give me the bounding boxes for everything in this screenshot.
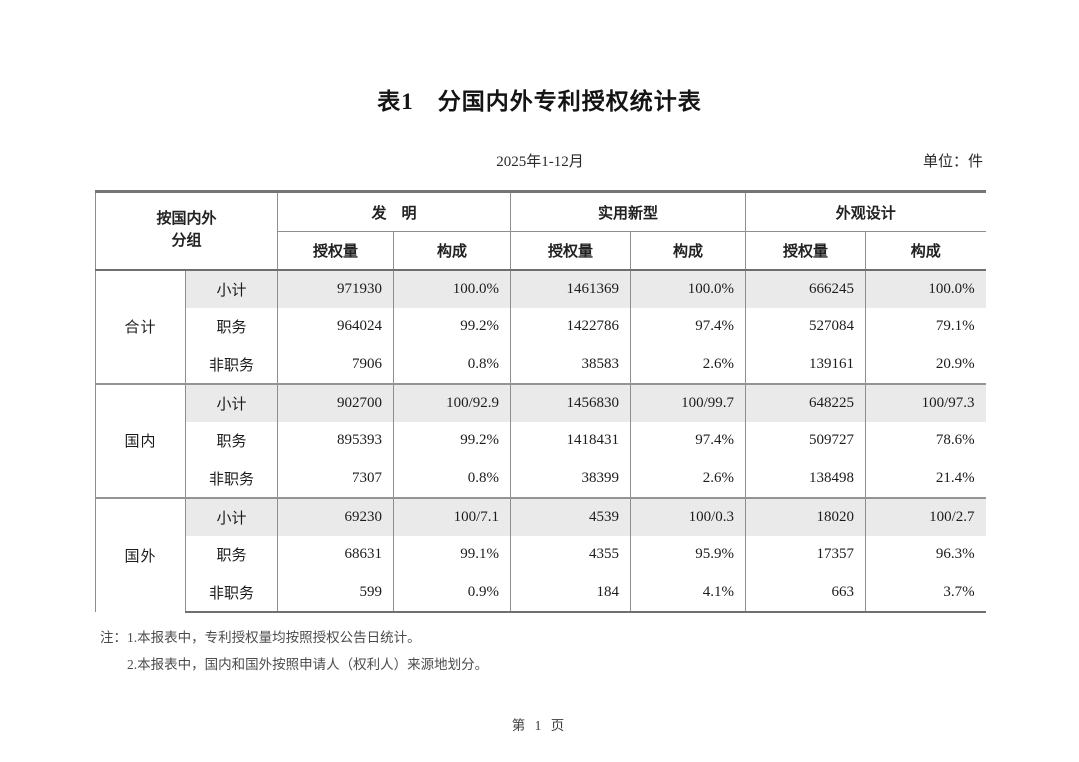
cell-value: 139161 <box>745 345 866 384</box>
cell-value: 100/7.1 <box>393 496 511 536</box>
subheader-grant-design: 授权量 <box>745 231 866 271</box>
cell-value: 4.1% <box>630 573 746 613</box>
subheader-grant-invention: 授权量 <box>277 231 394 271</box>
cell-value: 21.4% <box>865 459 986 498</box>
page-title: 表1 分国内外专利授权统计表 <box>377 89 702 114</box>
cell-value: 663 <box>745 573 866 613</box>
cell-value: 100.0% <box>393 269 511 308</box>
category-label: 小计 <box>184 382 278 422</box>
cell-value: 20.9% <box>865 345 986 384</box>
patent-grant-table: 按国内外 分组 发 明 实用新型 外观设计 授权量 构成 授权量 构成 授权量 … <box>94 190 986 613</box>
period-label: 2025年1-12月 <box>496 154 584 170</box>
cell-value: 964024 <box>277 307 394 346</box>
subheader-share-utility: 构成 <box>630 231 746 271</box>
cell-value: 895393 <box>277 421 394 460</box>
cell-value: 971930 <box>277 269 394 308</box>
cell-value: 38583 <box>510 345 631 384</box>
table-row: 国内 小计 902700 100/92.9 1456830 100/99.7 6… <box>95 382 986 498</box>
cell-value: 0.8% <box>393 459 511 498</box>
cell-value: 509727 <box>745 421 866 460</box>
cell-value: 4355 <box>510 535 631 574</box>
category-label: 职务 <box>184 307 278 346</box>
category-label: 小计 <box>184 269 278 308</box>
note-line-2: 2.本报表中，国内和国外按照申请人（权利人）来源地划分。 <box>127 657 489 672</box>
cell-value: 7307 <box>277 459 394 498</box>
category-label: 职务 <box>184 421 278 460</box>
unit-label: 单位：件 <box>922 154 983 170</box>
subheader-share-invention: 构成 <box>393 231 511 271</box>
row-header-cell: 按国内外 分组 <box>94 190 278 271</box>
cell-value: 2.6% <box>630 345 746 384</box>
cell-value: 100/92.9 <box>393 382 511 422</box>
cell-value: 0.9% <box>393 573 511 613</box>
cell-value: 666245 <box>745 269 866 308</box>
cell-value: 7906 <box>277 345 394 384</box>
group-label-foreign: 国外 <box>95 496 186 612</box>
cell-value: 0.8% <box>393 345 511 384</box>
cell-value: 100/0.3 <box>630 496 746 536</box>
category-label: 非职务 <box>184 459 278 498</box>
group-label-total: 合计 <box>95 269 186 384</box>
cell-value: 100/2.7 <box>865 496 986 536</box>
cell-value: 18020 <box>745 496 866 536</box>
cell-value: 97.4% <box>630 421 746 460</box>
table-row: 非职务 7906 0.8% 38583 2.6% 139161 20.9% <box>96 345 986 384</box>
cell-value: 69230 <box>277 496 394 536</box>
table-meta-row: 2025年1-12月 单位：件 <box>95 150 985 172</box>
cell-value: 4539 <box>510 496 631 536</box>
cell-value: 1418431 <box>510 421 631 460</box>
cell-value: 100.0% <box>630 269 746 308</box>
cell-value: 96.3% <box>865 535 986 574</box>
table-row: 职务 68631 99.1% 4355 95.9% 17357 96.3% <box>96 535 986 574</box>
cell-value: 3.7% <box>865 573 986 613</box>
table-row: 非职务 7307 0.8% 38399 2.6% 138498 21.4% <box>96 459 986 498</box>
group-label-domestic: 国内 <box>95 382 186 498</box>
table-notes: 注：1.本报表中，专利授权量均按照授权公告日统计。 2.本报表中，国内和国外按照… <box>100 624 488 678</box>
cell-value: 17357 <box>745 535 866 574</box>
col-group-utility-model: 实用新型 <box>510 190 746 232</box>
table-row: 非职务 599 0.9% 184 4.1% 663 3.7% <box>96 573 986 613</box>
category-label: 非职务 <box>184 345 278 384</box>
cell-value: 1456830 <box>510 382 631 422</box>
cell-value: 100.0% <box>865 269 986 308</box>
cell-value: 1461369 <box>510 269 631 308</box>
cell-value: 99.1% <box>393 535 511 574</box>
note-line-1: 注：1.本报表中，专利授权量均按照授权公告日统计。 <box>100 630 421 645</box>
cell-value: 68631 <box>277 535 394 574</box>
subheader-share-design: 构成 <box>865 231 986 271</box>
cell-value: 1422786 <box>510 307 631 346</box>
table-row: 国外 小计 69230 100/7.1 4539 100/0.3 18020 1… <box>95 496 986 612</box>
col-group-design: 外观设计 <box>745 190 986 232</box>
cell-value: 100/97.3 <box>865 382 986 422</box>
cell-value: 99.2% <box>393 421 511 460</box>
category-label: 职务 <box>184 535 278 574</box>
page-number: 第 1 页 <box>511 718 568 733</box>
cell-value: 2.6% <box>630 459 746 498</box>
cell-value: 38399 <box>510 459 631 498</box>
cell-value: 648225 <box>745 382 866 422</box>
cell-value: 79.1% <box>865 307 986 346</box>
cell-value: 527084 <box>745 307 866 346</box>
cell-value: 599 <box>277 573 394 613</box>
table-row: 职务 964024 99.2% 1422786 97.4% 527084 79.… <box>96 307 986 346</box>
category-label: 非职务 <box>184 573 278 613</box>
cell-value: 138498 <box>745 459 866 498</box>
cell-value: 99.2% <box>393 307 511 346</box>
table-row: 职务 895393 99.2% 1418431 97.4% 509727 78.… <box>96 421 986 460</box>
cell-value: 100/99.7 <box>630 382 746 422</box>
subheader-grant-utility: 授权量 <box>510 231 631 271</box>
col-group-invention: 发 明 <box>277 190 511 232</box>
cell-value: 902700 <box>277 382 394 422</box>
cell-value: 184 <box>510 573 631 613</box>
category-label: 小计 <box>184 496 278 536</box>
table-row: 合计 小计 971930 100.0% 1461369 100.0% 66624… <box>95 269 986 384</box>
cell-value: 78.6% <box>865 421 986 460</box>
cell-value: 95.9% <box>630 535 746 574</box>
cell-value: 97.4% <box>630 307 746 346</box>
